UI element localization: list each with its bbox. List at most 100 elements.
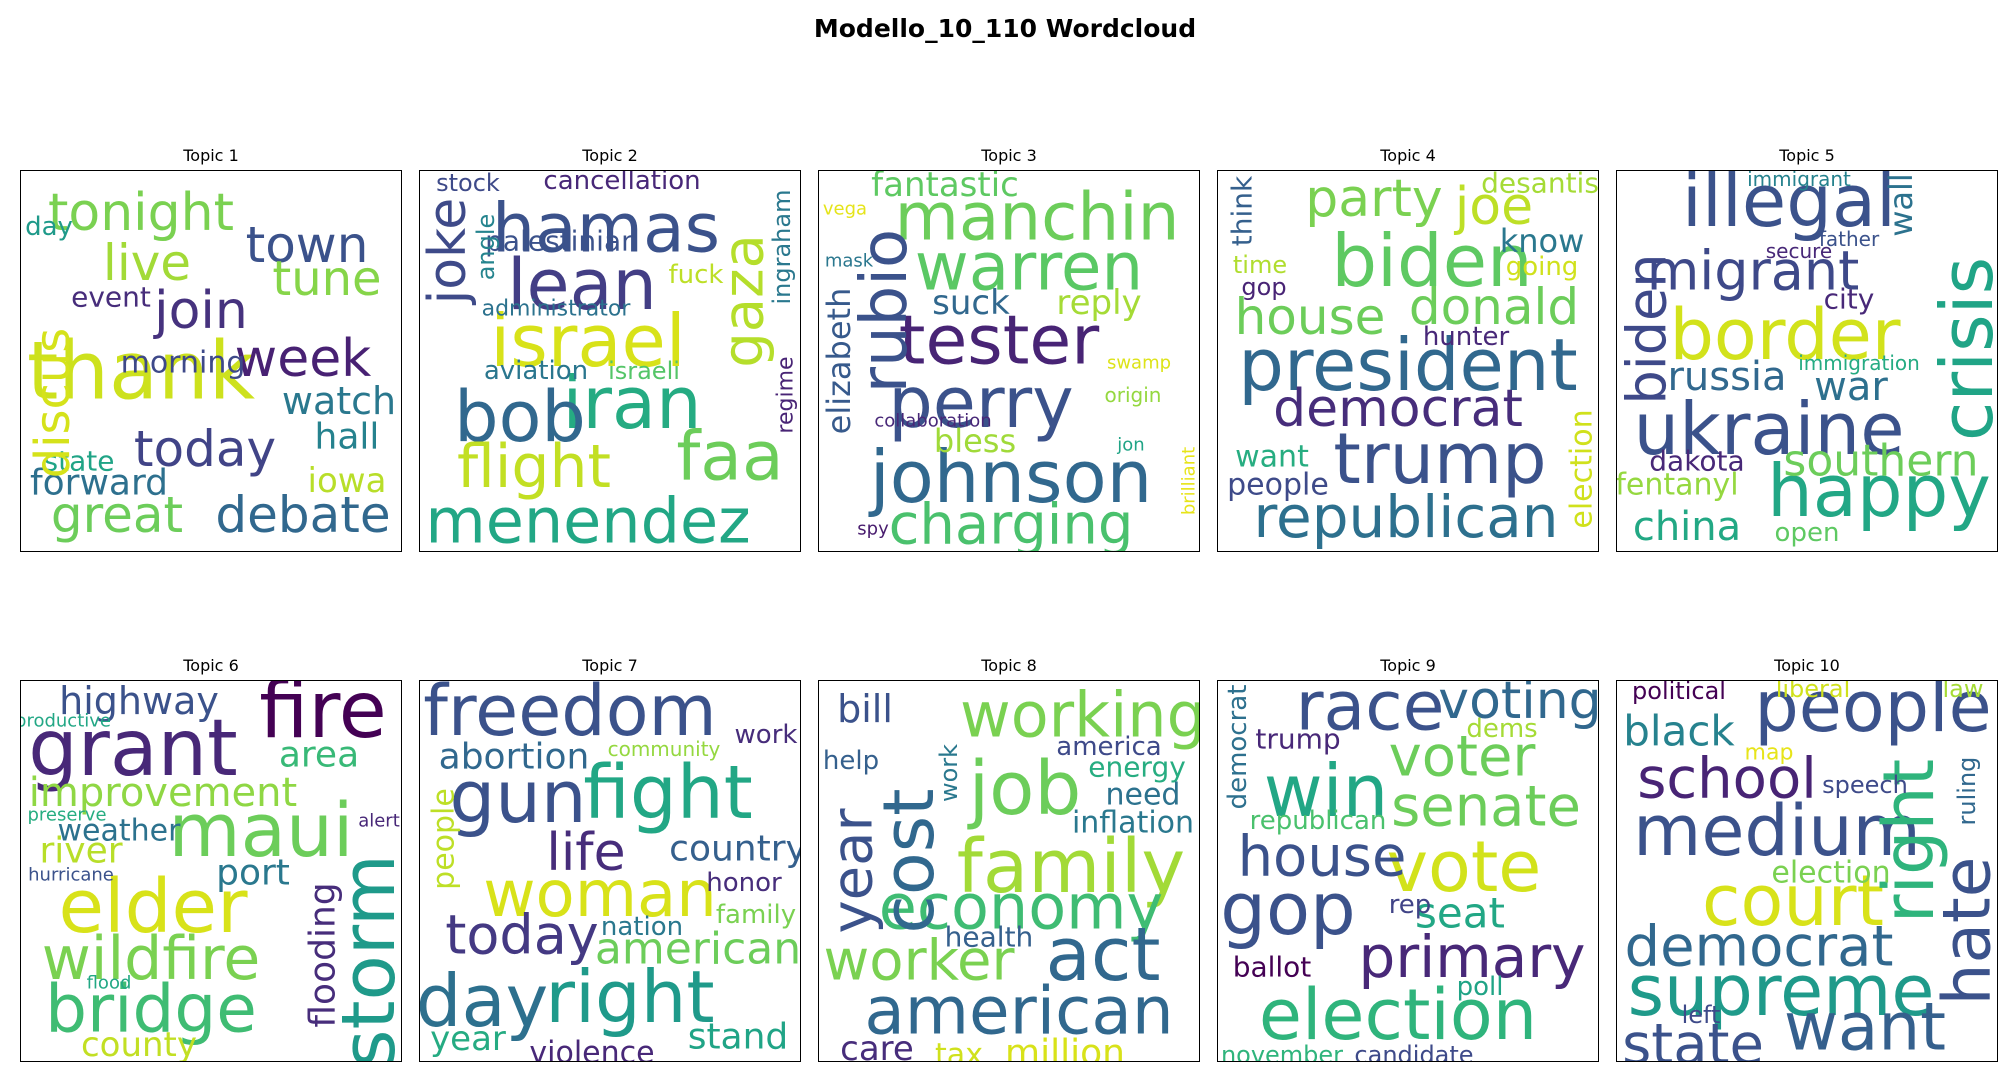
word: flooding [303, 882, 344, 1027]
word: joke [420, 198, 478, 306]
word: life [546, 823, 625, 883]
word: bless [934, 422, 1016, 460]
word: need [1106, 778, 1181, 813]
topic-title: Topic 2 [582, 146, 638, 165]
word: hate [1929, 857, 1998, 1006]
word: cancellation [543, 171, 700, 196]
word: wildfire [42, 924, 261, 994]
word: weather [58, 814, 182, 849]
word: know [1500, 222, 1585, 260]
word: abortion [439, 737, 590, 778]
topic-title: Topic 10 [1774, 656, 1840, 675]
topic-title: Topic 7 [582, 656, 638, 675]
word: people [1227, 468, 1329, 503]
word: immigration [1798, 351, 1920, 375]
word: forward [30, 463, 168, 504]
word: discus [25, 328, 81, 479]
word: immigrant [1747, 171, 1851, 191]
word: brilliant [1179, 447, 1200, 515]
word: charging [889, 493, 1134, 552]
word: origin [1105, 383, 1162, 407]
word: aviation [484, 356, 588, 386]
word: republican [1250, 806, 1387, 836]
word: mask [825, 251, 874, 272]
word: honor [706, 868, 782, 898]
word: faa [676, 418, 783, 497]
word: crisis [1925, 257, 1997, 441]
word: port [216, 853, 290, 894]
wordcloud-panel: working job family economy act worker american… [818, 680, 1200, 1062]
word: hurricane [28, 865, 114, 886]
word: win [1264, 749, 1389, 833]
word: speech [1822, 771, 1908, 799]
word: hunter [1423, 322, 1510, 352]
word: elder [58, 864, 248, 950]
word: stand [688, 1017, 789, 1058]
word: flight [457, 432, 611, 502]
word: people [1754, 681, 1991, 748]
word: storm [326, 854, 401, 1061]
word: biden [1617, 253, 1679, 404]
word: black [1623, 707, 1735, 756]
word: house [1238, 825, 1407, 890]
word: ruling [1953, 757, 1981, 826]
word: alert [358, 811, 400, 832]
word: cost [868, 788, 950, 933]
word: illegal [1682, 171, 1896, 243]
word: job [967, 746, 1082, 832]
word: event [71, 281, 151, 314]
word: primary [1359, 923, 1586, 991]
word: right [545, 955, 714, 1039]
word: state [44, 445, 115, 478]
word: administrator [482, 297, 632, 322]
word: menendez [425, 485, 750, 552]
word: morning [121, 346, 246, 381]
word: israeli [608, 357, 680, 385]
word: happy [1767, 449, 1991, 533]
word: debate [215, 486, 390, 544]
topic-title: Topic 1 [183, 146, 239, 165]
word: family [957, 824, 1185, 910]
word: time [1233, 251, 1287, 279]
word: secure [1766, 239, 1832, 263]
word: desantis [1481, 171, 1598, 200]
word: live [103, 234, 191, 292]
word: preserve [27, 805, 106, 826]
word: bill [837, 687, 893, 731]
word: open [1775, 518, 1840, 548]
word: improvement [29, 770, 297, 816]
word: iran [562, 361, 701, 445]
word: working [960, 681, 1199, 752]
word: party [1305, 171, 1442, 229]
word: voter [1389, 725, 1537, 790]
word: week [235, 329, 372, 389]
topic-title: Topic 3 [981, 146, 1037, 165]
word: family [716, 900, 796, 930]
word: maui [169, 788, 354, 874]
word: want [1235, 440, 1309, 475]
word: ballot [1233, 951, 1312, 984]
word: gop [1241, 273, 1286, 301]
word: angle [472, 214, 500, 281]
word: town [246, 216, 369, 274]
word: vega [823, 199, 867, 220]
word: hamas [492, 190, 720, 269]
word: area [279, 735, 359, 776]
word: fantastic [871, 171, 1019, 205]
word: act [1045, 912, 1160, 998]
word: fire [259, 681, 386, 756]
word: hall [315, 417, 380, 458]
word: joe [1454, 177, 1533, 237]
word: political [1632, 681, 1726, 705]
word: school [1637, 747, 1817, 812]
word: nation [601, 912, 683, 942]
wordcloud-panel: manchin warren tester perry johnson charging f… [818, 170, 1200, 552]
word: liberal [1776, 681, 1851, 703]
topic-title: Topic 9 [1380, 656, 1436, 675]
word: american [595, 924, 800, 975]
word: election [1259, 974, 1537, 1056]
wordcloud-panel: israel hamas lean iran bob faa flight menendez p… [419, 170, 801, 552]
